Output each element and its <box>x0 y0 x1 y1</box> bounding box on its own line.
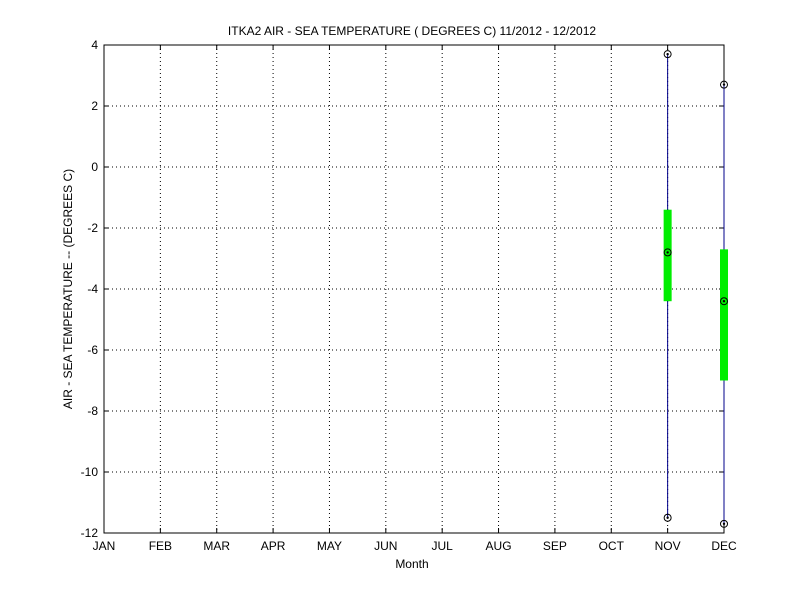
boxes <box>663 50 728 528</box>
x-tick-label: NOV <box>655 539 681 553</box>
y-tick-label: -12 <box>81 526 99 540</box>
x-axis: JAN FEB MAR APR MAY JUN JUL AUG SEP OCT NOV DEC <box>93 45 737 553</box>
x-axis-label: Month <box>395 557 428 571</box>
y-axis-label: AIR - SEA TEMPERATURE -- (DEGREES C) <box>61 169 75 409</box>
min-marker-dot <box>666 516 669 519</box>
chart-title: ITKA2 AIR - SEA TEMPERATURE ( DEGREES C)… <box>228 24 596 38</box>
x-tick-label: SEP <box>543 539 567 553</box>
x-tick-label: APR <box>261 539 286 553</box>
max-marker-dot <box>666 52 669 56</box>
median-marker-dot <box>666 251 669 254</box>
x-tick-label: MAR <box>203 539 230 553</box>
x-tick-label: JAN <box>93 539 116 553</box>
max-marker <box>663 50 672 59</box>
min-marker-dot <box>722 522 726 526</box>
y-tick-label: 2 <box>91 99 98 113</box>
y-tick-label: 0 <box>91 160 98 174</box>
y-tick-label: -6 <box>87 343 98 357</box>
x-tick-label: DEC <box>711 539 737 553</box>
x-tick-label: JUL <box>432 539 454 553</box>
y-axis: 4 2 0 -2 -4 -6 -8 -10 -12 <box>81 38 724 540</box>
y-tick-label: 4 <box>91 38 98 52</box>
max-marker <box>720 80 728 89</box>
x-tick-label: AUG <box>486 539 512 553</box>
y-tick-label: -8 <box>87 404 98 418</box>
median-marker <box>663 248 672 257</box>
median-marker-dot <box>722 300 726 303</box>
box-dec <box>720 80 728 528</box>
grid <box>104 45 724 533</box>
x-tick-label: OCT <box>599 539 625 553</box>
min-marker <box>663 513 672 522</box>
median-marker <box>720 297 728 306</box>
y-tick-label: -10 <box>81 465 99 479</box>
x-tick-label: FEB <box>149 539 172 553</box>
iqr-box <box>720 249 728 381</box>
y-tick-label: -2 <box>87 221 98 235</box>
y-tick-label: -4 <box>87 282 98 296</box>
min-marker <box>720 519 728 528</box>
box-nov <box>663 50 672 522</box>
x-tick-label: MAY <box>317 539 342 553</box>
max-marker-dot <box>722 83 726 86</box>
x-tick-label: JUN <box>374 539 397 553</box>
